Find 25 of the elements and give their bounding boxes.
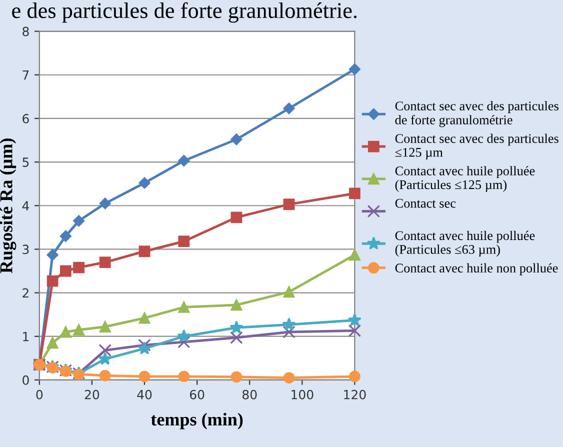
- y-tick-label: 0: [22, 375, 29, 385]
- y-axis-title: Rugosité Ra (µm): [0, 138, 16, 274]
- y-tick-label: 1: [23, 332, 29, 342]
- legend-label: Contact sec avec des particules ≤125 µm: [395, 134, 558, 160]
- x-tick-label: 80: [242, 390, 257, 400]
- x-tick-label: 120: [344, 390, 366, 400]
- x-tick-label: 100: [292, 390, 314, 400]
- x-axis-title: temps (min): [150, 412, 243, 430]
- legend-label: Contact sec avec des particules de forte granulométrie: [395, 101, 558, 128]
- legend-label: Contact avec huile polluée (Particules ≤63 µm): [395, 230, 535, 257]
- y-tick-label: 7: [22, 70, 29, 80]
- y-tick-label: 5: [22, 158, 29, 167]
- x-tick-label: 60: [190, 390, 204, 400]
- x-tick-label: 0: [36, 390, 43, 400]
- legend-label: Contact avec huile non polluée: [395, 263, 558, 276]
- x-tick-label: 20: [84, 390, 100, 400]
- y-tick-label: 4: [22, 201, 29, 210]
- y-tick-label: 2: [22, 288, 28, 298]
- y-tick-label: 3: [22, 244, 29, 254]
- y-tick-label: 8: [22, 26, 29, 36]
- x-tick-label: 40: [137, 390, 152, 400]
- legend-label: Contact avec huile polluée (Particules ≤125 µm): [395, 166, 535, 192]
- y-tick-label: 6: [22, 114, 29, 124]
- text: e des particules de forte granulométrie.: [12, 2, 357, 23]
- legend-label: Contact sec: [395, 198, 456, 208]
